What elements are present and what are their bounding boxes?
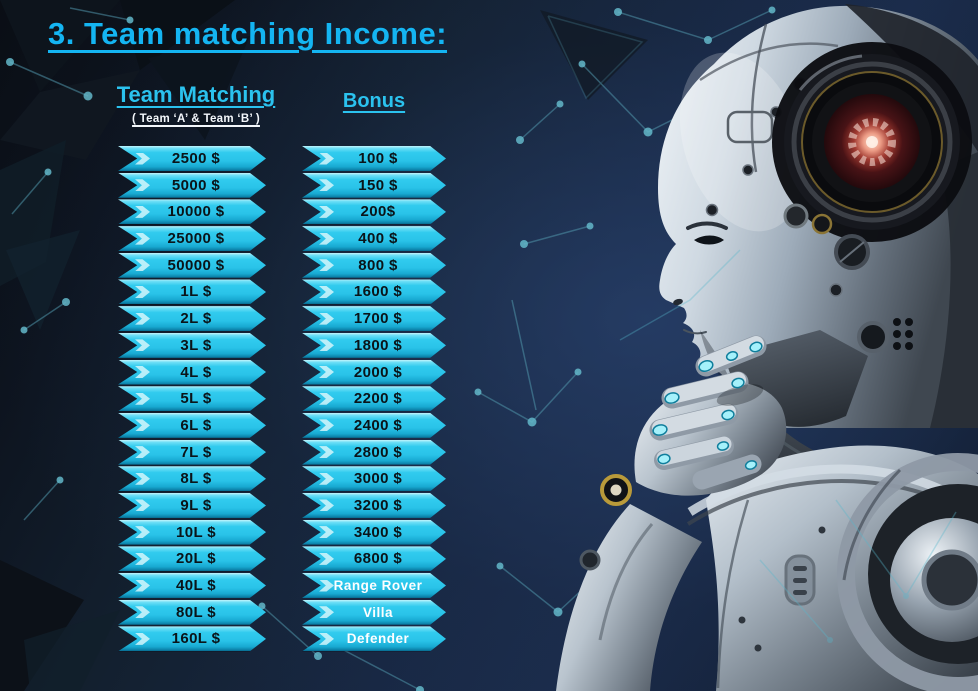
team-banner: 9L $: [118, 492, 266, 518]
team-banner-label: 160L $: [171, 630, 221, 648]
bonus-banner-label: Defender: [346, 631, 410, 647]
team-banner: 25000 $: [118, 226, 266, 252]
plexus-overlay: [619, 249, 957, 643]
bonus-banner: 150 $: [302, 172, 446, 198]
team-banner: 2L $: [118, 306, 266, 332]
bonus-banner: 800 $: [302, 252, 446, 278]
team-banner: 50000 $: [118, 252, 266, 278]
team-banner-label: 10L $: [175, 523, 217, 541]
team-banner-label: 4L $: [180, 363, 212, 381]
team-banner: 20L $: [118, 546, 266, 572]
team-banner: 8L $: [118, 466, 266, 492]
bonus-banner: 1600 $: [302, 279, 446, 305]
team-matching-subheader: ( Team ‘A’ & Team ‘B’ ): [132, 113, 260, 125]
team-banner-label: 2L $: [180, 310, 212, 328]
bonus-banner-label: 800 $: [358, 256, 398, 274]
bonus-banner-label: 400 $: [358, 230, 398, 248]
team-banner-label: 1L $: [180, 283, 212, 301]
team-banner-label: 7L $: [180, 443, 212, 461]
team-banner-label: 5L $: [180, 390, 212, 408]
team-banner-label: 3L $: [180, 336, 212, 354]
team-banner: 5000 $: [118, 172, 266, 198]
bonus-banner: 100 $: [302, 146, 446, 171]
team-banner: 1L $: [118, 279, 266, 305]
team-banner-label: 50000 $: [167, 256, 225, 274]
dark-facets: [0, 0, 648, 691]
robot-arm: [556, 474, 702, 691]
bonus-banner: 400 $: [302, 226, 446, 252]
bonus-banner: 3000 $: [302, 466, 446, 492]
team-banner: 40L $: [118, 573, 266, 598]
bonus-banner-label: 1700 $: [353, 310, 403, 328]
bonus-banner-label: Villa: [362, 604, 394, 620]
team-banner: 2500 $: [118, 146, 266, 171]
bonus-banner: 2000 $: [302, 359, 446, 385]
bonus-banner-label: 2400 $: [353, 416, 403, 434]
bonus-banner: 2200 $: [302, 386, 446, 412]
team-banner-label: 80L $: [175, 603, 217, 621]
bonus-banner-label: 6800 $: [353, 550, 403, 568]
team-banner-label: 8L $: [180, 470, 212, 488]
page-title: 3. Team matching Income:: [48, 16, 448, 51]
bonus-banner-label: 1600 $: [353, 283, 403, 301]
bonus-column: 100 $ 150 $ 200$ 400 $ 800 $ 1600 $ 1700…: [302, 146, 446, 652]
bonus-banner-label: 3000 $: [353, 470, 403, 488]
team-banner-label: 20L $: [175, 550, 217, 568]
team-banner-label: 25000 $: [167, 230, 225, 248]
team-banner: 80L $: [118, 599, 266, 625]
bonus-banner: 2400 $: [302, 412, 446, 438]
team-banner-label: 9L $: [180, 496, 212, 514]
team-banner-label: 10000 $: [167, 203, 225, 221]
bonus-banner-label: Range Rover: [333, 578, 423, 593]
robot-torso: [686, 445, 978, 691]
team-banner: 10L $: [118, 519, 266, 545]
team-matching-header-group: Team Matching ( Team ‘A’ & Team ‘B’ ): [94, 82, 298, 125]
robot-hand: [634, 335, 787, 496]
bonus-banner: 6800 $: [302, 546, 446, 572]
team-banner: 7L $: [118, 439, 266, 465]
bonus-banner-label: 150 $: [358, 176, 398, 194]
bonus-banner-label: 100 $: [358, 150, 398, 167]
team-matching-column: 2500 $ 5000 $ 10000 $ 25000 $ 50000 $ 1L…: [118, 146, 266, 652]
bonus-banner-reward: Villa: [302, 599, 446, 625]
team-banner: 3L $: [118, 332, 266, 358]
bonus-banner-label: 200$: [360, 203, 396, 221]
bonus-banner-reward: Defender: [302, 626, 446, 652]
team-banner: 4L $: [118, 359, 266, 385]
bonus-banner: 200$: [302, 199, 446, 225]
bonus-banner-reward: Range Rover: [302, 573, 446, 598]
team-banner-label: 6L $: [180, 416, 212, 434]
bonus-banner: 2800 $: [302, 439, 446, 465]
bonus-banner: 3200 $: [302, 492, 446, 518]
bonus-banner-label: 1800 $: [353, 336, 403, 354]
bonus-banner-label: 2000 $: [353, 363, 403, 381]
team-matching-header: Team Matching: [116, 82, 276, 107]
bonus-banner-label: 3400 $: [353, 523, 403, 541]
bonus-header-group: Bonus: [300, 90, 448, 113]
bonus-banner-label: 2800 $: [353, 443, 403, 461]
team-banner-label: 5000 $: [171, 176, 221, 194]
bonus-banner: 1800 $: [302, 332, 446, 358]
team-banner: 5L $: [118, 386, 266, 412]
bonus-banner: 1700 $: [302, 306, 446, 332]
bonus-banner-label: 3200 $: [353, 496, 403, 514]
team-banner: 6L $: [118, 412, 266, 438]
bonus-header: Bonus: [342, 90, 406, 112]
bonus-banner-label: 2200 $: [353, 390, 403, 408]
team-banner: 10000 $: [118, 199, 266, 225]
bonus-banner: 3400 $: [302, 519, 446, 545]
team-banner-label: 2500 $: [171, 150, 221, 167]
cyan-finger-joints: [652, 341, 763, 470]
team-banner-label: 40L $: [175, 577, 217, 594]
team-banner: 160L $: [118, 626, 266, 652]
robot-lens-eye: [772, 42, 972, 353]
